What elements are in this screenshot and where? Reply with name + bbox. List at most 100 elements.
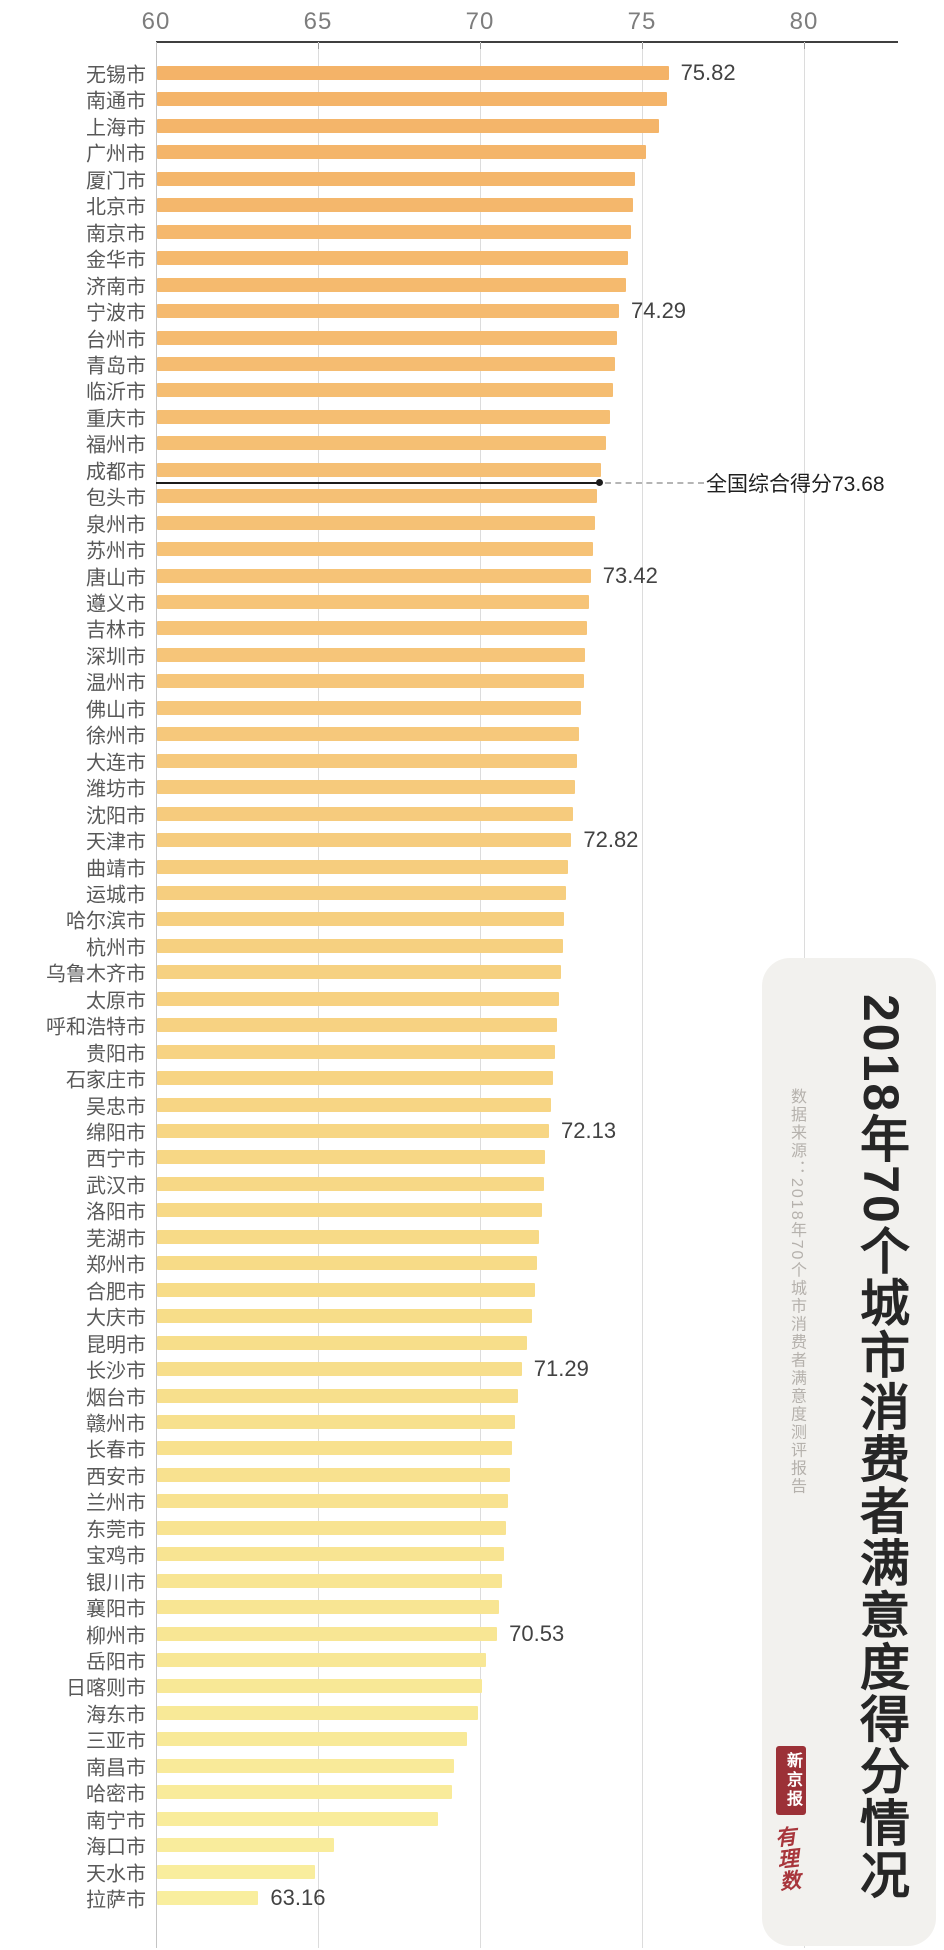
city-label: 哈尔滨市 — [66, 910, 146, 933]
bar-row: 襄阳市 — [0, 1599, 944, 1621]
value-label: 63.16 — [270, 1885, 326, 1911]
bar — [157, 1203, 542, 1218]
city-label: 赣州市 — [86, 1413, 146, 1436]
value-label: 75.82 — [680, 60, 736, 85]
city-label: 南昌市 — [86, 1757, 146, 1780]
bar — [157, 938, 563, 953]
bar-row: 厦门市 — [0, 170, 944, 192]
city-label: 吴忠市 — [86, 1096, 146, 1119]
city-label: 金华市 — [86, 249, 146, 272]
city-label: 福州市 — [86, 434, 146, 457]
bar-row: 宝鸡市 — [0, 1546, 944, 1568]
x-tick-mark — [480, 43, 481, 49]
city-label: 苏州市 — [86, 540, 146, 563]
bar-row: 昆明市 — [0, 1334, 944, 1356]
x-tick-mark — [642, 43, 643, 49]
bar — [157, 1097, 552, 1112]
city-label: 西宁市 — [86, 1148, 146, 1171]
bar — [157, 489, 598, 504]
bar — [157, 1282, 536, 1297]
bar — [157, 1600, 500, 1615]
bar-row: 太原市 — [0, 990, 944, 1012]
bar-row: 武汉市 — [0, 1175, 944, 1197]
city-label: 唐山市 — [86, 567, 146, 590]
bar — [157, 462, 601, 477]
city-label: 大庆市 — [86, 1307, 146, 1330]
bar-row: 哈尔滨市 — [0, 911, 944, 933]
bar-row: 贵阳市 — [0, 1043, 944, 1065]
bar — [157, 1758, 455, 1773]
bar-row: 遵义市 — [0, 594, 944, 616]
city-label: 杭州市 — [86, 937, 146, 960]
bar — [157, 1150, 546, 1165]
bar-row: 福州市 — [0, 435, 944, 457]
bar-row: 西安市 — [0, 1466, 944, 1488]
city-label: 泉州市 — [86, 514, 146, 537]
bar — [157, 92, 667, 107]
city-label: 东莞市 — [86, 1519, 146, 1542]
bar-row: 绵阳市 72.13 — [0, 1118, 944, 1145]
bar — [157, 700, 582, 715]
bar-row: 石家庄市 — [0, 1070, 944, 1092]
bar-row: 长春市 — [0, 1440, 944, 1462]
city-label: 兰州市 — [86, 1492, 146, 1515]
bar — [157, 383, 614, 398]
bar — [157, 1441, 513, 1456]
city-label: 合肥市 — [86, 1281, 146, 1304]
plot-left-boundary — [156, 42, 157, 1948]
x-tick-label: 75 — [627, 8, 657, 35]
x-tick-mark — [804, 43, 805, 49]
bar — [157, 171, 635, 186]
city-label: 拉萨市 — [86, 1889, 146, 1912]
bar-row: 赣州市 — [0, 1413, 944, 1435]
bar — [157, 1838, 335, 1853]
bar-row: 深圳市 — [0, 646, 944, 668]
bar — [157, 1573, 503, 1588]
bar — [157, 251, 629, 266]
bar — [157, 1362, 522, 1377]
bar — [157, 515, 596, 530]
city-label: 天水市 — [86, 1863, 146, 1886]
city-label: 北京市 — [86, 196, 146, 219]
bar — [157, 1018, 558, 1033]
bar-row: 兰州市 — [0, 1493, 944, 1515]
bar — [157, 674, 584, 689]
value-label: 71.29 — [533, 1356, 589, 1382]
city-label: 潍坊市 — [86, 778, 146, 801]
bar-row: 上海市 — [0, 117, 944, 139]
bar — [157, 621, 587, 636]
city-label: 佛山市 — [86, 699, 146, 722]
bar — [157, 1811, 438, 1826]
bar — [157, 542, 594, 557]
value-label: 72.13 — [561, 1118, 617, 1143]
bar-row: 东莞市 — [0, 1519, 944, 1541]
x-tick-label: 70 — [465, 8, 495, 35]
bar — [157, 1891, 259, 1906]
bar-row: 南京市 — [0, 223, 944, 245]
city-label: 沈阳市 — [86, 805, 146, 828]
bar — [157, 833, 572, 848]
bar-row: 温州市 — [0, 673, 944, 695]
bar-row: 天水市 — [0, 1863, 944, 1885]
bar — [157, 885, 567, 900]
bar-row: 哈密市 — [0, 1784, 944, 1806]
bar-row: 海口市 — [0, 1837, 944, 1859]
bar — [157, 1732, 468, 1747]
city-label: 济南市 — [86, 276, 146, 299]
bar-row: 苏州市 — [0, 541, 944, 563]
x-tick-mark — [318, 43, 319, 49]
bar-row: 重庆市 — [0, 408, 944, 430]
city-label: 三亚市 — [86, 1730, 146, 1753]
bar — [157, 224, 631, 239]
value-label: 70.53 — [509, 1620, 565, 1646]
city-label: 南京市 — [86, 223, 146, 246]
page-title: 2018年70个城市消费者满意度得分情况 — [853, 994, 909, 1901]
city-label: 昆明市 — [86, 1334, 146, 1357]
reference-dashed-connector — [605, 481, 704, 484]
bar-row: 曲靖市 — [0, 858, 944, 880]
bar — [157, 991, 560, 1006]
city-label: 曲靖市 — [86, 858, 146, 880]
bar — [157, 198, 633, 213]
bar — [157, 1256, 538, 1271]
city-label: 南宁市 — [86, 1810, 146, 1833]
